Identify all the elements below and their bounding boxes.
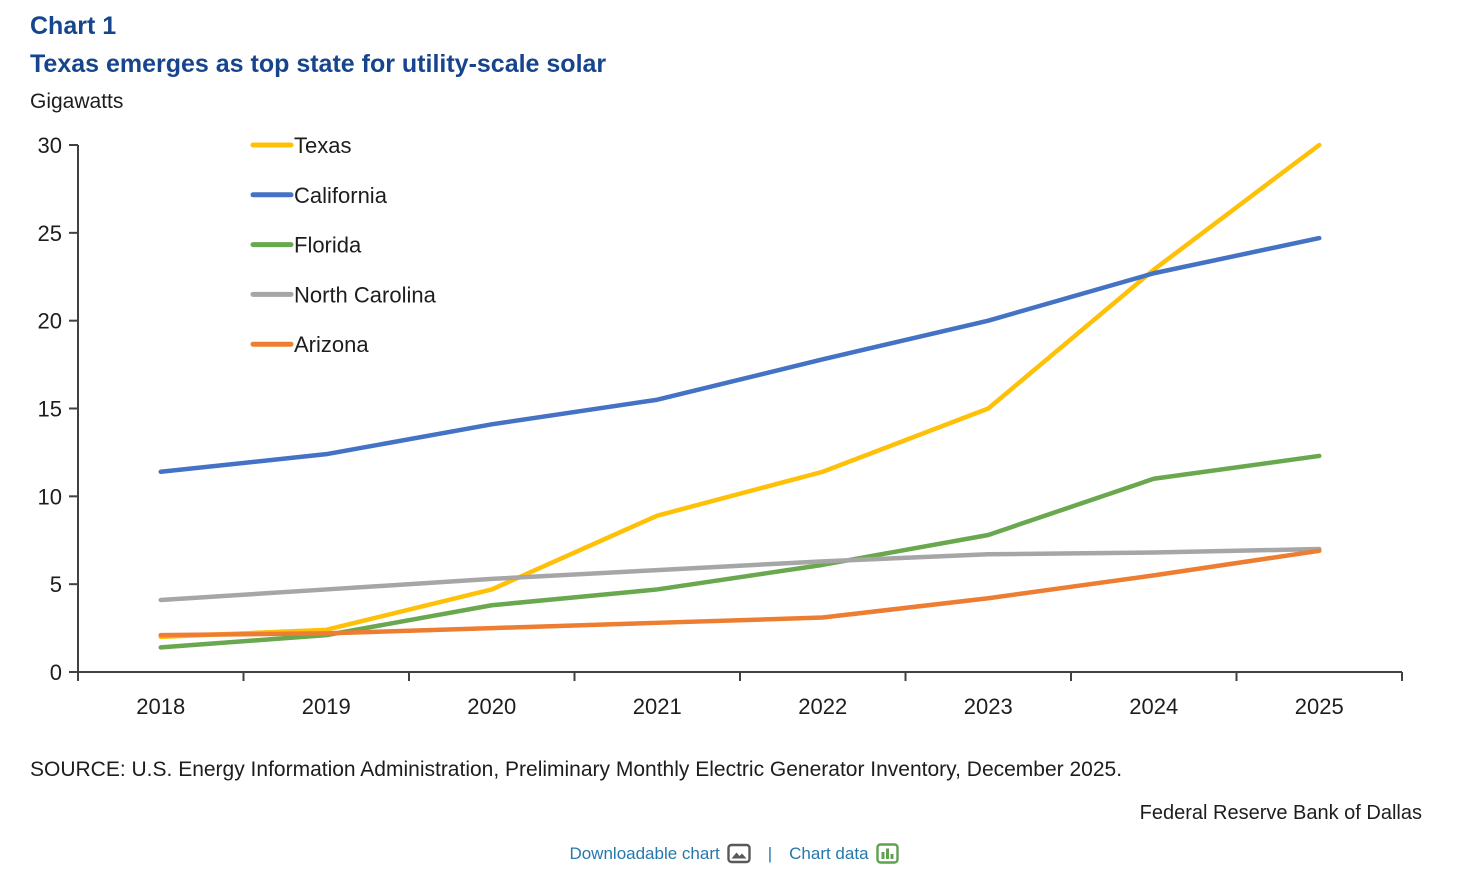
source-note: SOURCE: U.S. Energy Information Administ… [30, 758, 1123, 781]
y-axis-unit-label: Gigawatts [30, 90, 124, 113]
y-tick-label: 0 [50, 660, 62, 685]
x-tick-label: 2025 [1295, 694, 1344, 719]
x-tick-label: 2018 [136, 694, 185, 719]
x-tick-label: 2024 [1129, 694, 1178, 719]
downloadable-chart-link[interactable]: Downloadable chart [569, 843, 751, 864]
series-line-texas [158, 142, 1322, 640]
attribution: Federal Reserve Bank of Dallas [1139, 802, 1422, 824]
footer-links: Downloadable chart | Chart data [0, 843, 1468, 864]
y-tick-label: 5 [50, 572, 62, 597]
series-line-california [158, 235, 1322, 474]
chart-label: Chart 1 [30, 12, 117, 40]
x-tick-label: 2021 [633, 694, 682, 719]
downloadable-chart-link-label: Downloadable chart [569, 843, 720, 863]
legend-label-north-carolina: North Carolina [294, 282, 437, 307]
legend-label-california: California [294, 183, 388, 208]
link-separator: | [767, 843, 773, 863]
page-title: Texas emerges as top state for utility-s… [30, 50, 607, 78]
x-tick-label: 2022 [798, 694, 847, 719]
image-icon[interactable] [727, 843, 751, 864]
x-tick-label: 2019 [302, 694, 351, 719]
series-line-arizona [158, 548, 1322, 638]
series-line-north-carolina [158, 546, 1322, 603]
y-tick-label: 25 [38, 221, 62, 246]
y-tick-label: 10 [38, 484, 62, 509]
y-tick-label: 20 [38, 309, 62, 334]
x-tick-label: 2023 [964, 694, 1013, 719]
y-tick-label: 15 [38, 397, 62, 422]
y-tick-label: 30 [38, 133, 62, 158]
chart-data-link[interactable]: Chart data [789, 843, 899, 864]
bar-chart-icon[interactable] [875, 843, 899, 864]
x-tick-label: 2020 [467, 694, 516, 719]
chart-data-link-label: Chart data [789, 843, 869, 863]
legend-label-texas: Texas [294, 133, 351, 158]
legend-label-florida: Florida [294, 233, 362, 258]
legend-label-arizona: Arizona [294, 332, 369, 357]
series-line-florida [158, 453, 1322, 650]
